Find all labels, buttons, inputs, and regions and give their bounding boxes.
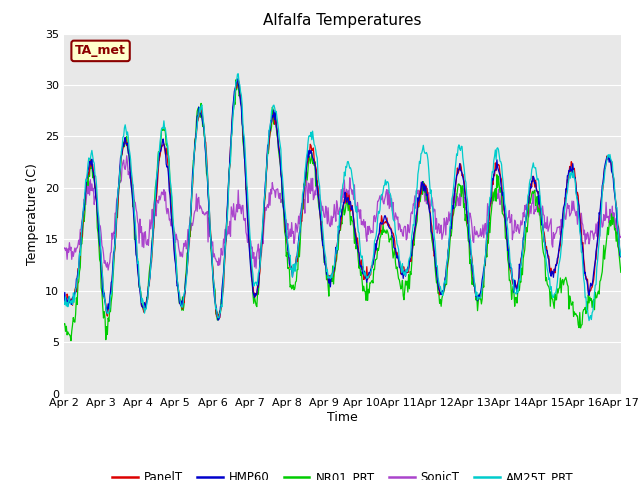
Legend: PanelT, HMP60, NR01_PRT, SonicT, AM25T_PRT: PanelT, HMP60, NR01_PRT, SonicT, AM25T_P…	[107, 466, 578, 480]
Title: Alfalfa Temperatures: Alfalfa Temperatures	[263, 13, 422, 28]
X-axis label: Time: Time	[327, 411, 358, 424]
Text: TA_met: TA_met	[75, 44, 126, 58]
Y-axis label: Temperature (C): Temperature (C)	[26, 163, 40, 264]
